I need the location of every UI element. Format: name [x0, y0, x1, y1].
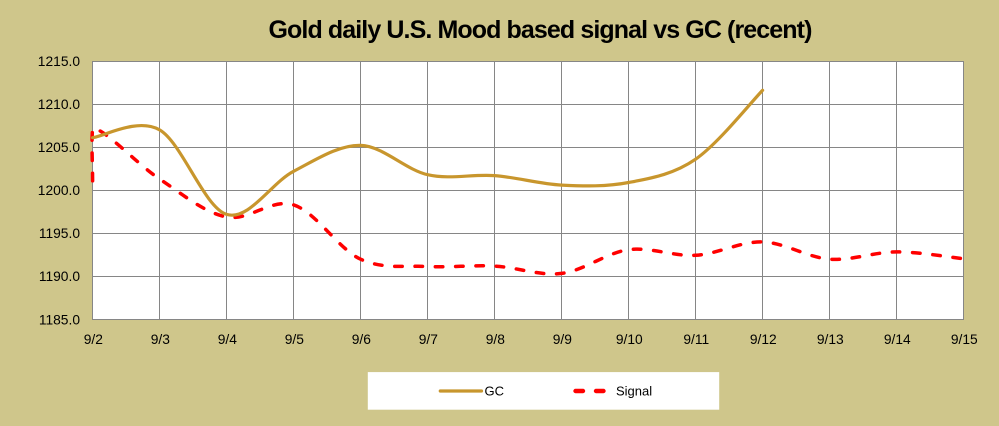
svg-text:1190.0: 1190.0: [39, 269, 81, 284]
svg-text:9/9: 9/9: [553, 332, 573, 347]
svg-text:9/10: 9/10: [616, 332, 643, 347]
svg-text:9/6: 9/6: [352, 332, 372, 347]
svg-text:9/11: 9/11: [683, 332, 709, 347]
svg-text:GC: GC: [485, 384, 505, 399]
svg-text:9/14: 9/14: [884, 332, 911, 347]
svg-text:1195.0: 1195.0: [39, 226, 81, 241]
svg-text:9/4: 9/4: [218, 332, 238, 347]
svg-text:Gold daily U.S. Mood based sig: Gold daily U.S. Mood based signal vs GC …: [268, 16, 812, 44]
svg-text:9/5: 9/5: [285, 332, 305, 347]
svg-text:9/2: 9/2: [84, 332, 103, 347]
svg-text:1185.0: 1185.0: [39, 312, 81, 327]
svg-text:9/12: 9/12: [750, 332, 777, 347]
svg-text:9/13: 9/13: [817, 332, 844, 347]
svg-text:Signal: Signal: [616, 384, 652, 399]
svg-text:9/8: 9/8: [486, 332, 506, 347]
svg-text:1205.0: 1205.0: [38, 140, 81, 155]
svg-text:9/3: 9/3: [151, 332, 171, 347]
svg-text:1215.0: 1215.0: [38, 54, 81, 69]
svg-text:9/7: 9/7: [419, 332, 438, 347]
svg-text:9/15: 9/15: [951, 332, 978, 347]
svg-text:1200.0: 1200.0: [38, 183, 81, 198]
svg-text:1210.0: 1210.0: [38, 97, 81, 112]
